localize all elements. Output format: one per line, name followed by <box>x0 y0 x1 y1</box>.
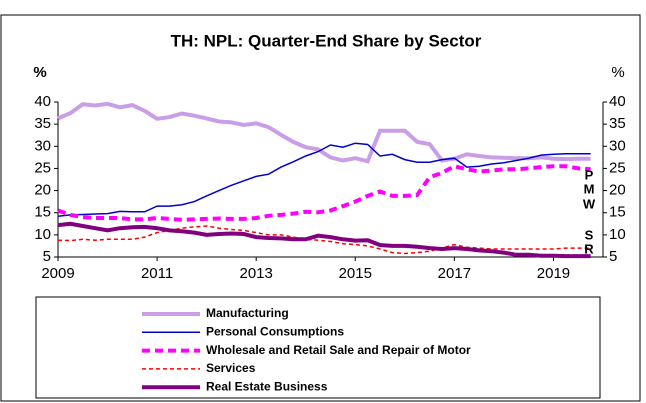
legend-label: Services <box>206 361 256 375</box>
legend-label: Real Estate Business <box>206 379 328 393</box>
series-line <box>57 164 591 222</box>
y2-tick-label: 25 <box>609 159 626 176</box>
series-line <box>57 101 591 164</box>
legend-label: Personal Consumptions <box>206 324 344 338</box>
x-tick-label: 2009 <box>41 265 74 282</box>
annotation: W <box>583 196 596 211</box>
x-tick-label: 2013 <box>239 265 272 282</box>
y-tick-label: 30 <box>34 137 51 154</box>
legend-box <box>35 296 601 399</box>
y-tick-label: 40 <box>34 93 51 110</box>
annotation: S <box>585 227 594 242</box>
y2-tick-label: 35 <box>609 115 626 132</box>
legend-label: Wholesale and Retail Sale and Repair of … <box>206 343 471 357</box>
legend-label: Manufacturing <box>206 306 289 320</box>
series-line <box>57 221 591 259</box>
series-line <box>57 142 591 218</box>
y-tick-label: 25 <box>34 159 51 176</box>
annotation: M <box>584 181 595 196</box>
y-tick-label: 20 <box>34 182 51 199</box>
y-tick-label: 10 <box>34 226 51 243</box>
y2-tick-label: 15 <box>609 204 626 221</box>
y2-tick-label: 30 <box>609 137 626 154</box>
annotation: R <box>584 241 594 256</box>
x-tick-label: 2017 <box>438 265 471 282</box>
y-tick-label: 35 <box>34 115 51 132</box>
y2-axis-label: % <box>611 64 624 81</box>
y2-tick-label: 40 <box>609 93 626 110</box>
chart-title: TH: NPL: Quarter-End Share by Sector <box>171 31 482 50</box>
series-line <box>57 225 591 255</box>
x-tick-label: 2015 <box>339 265 372 282</box>
x-tick-label: 2011 <box>141 265 173 282</box>
x-tick-label: 2019 <box>537 265 570 282</box>
y2-tick-label: 20 <box>609 182 626 199</box>
y-tick-label: 15 <box>34 204 51 221</box>
annotation: P <box>585 167 594 182</box>
y2-tick-label: 10 <box>609 226 626 243</box>
y-axis-label: % <box>33 64 46 81</box>
y-tick-label: 5 <box>43 248 51 265</box>
y2-tick-label: 5 <box>609 248 617 265</box>
